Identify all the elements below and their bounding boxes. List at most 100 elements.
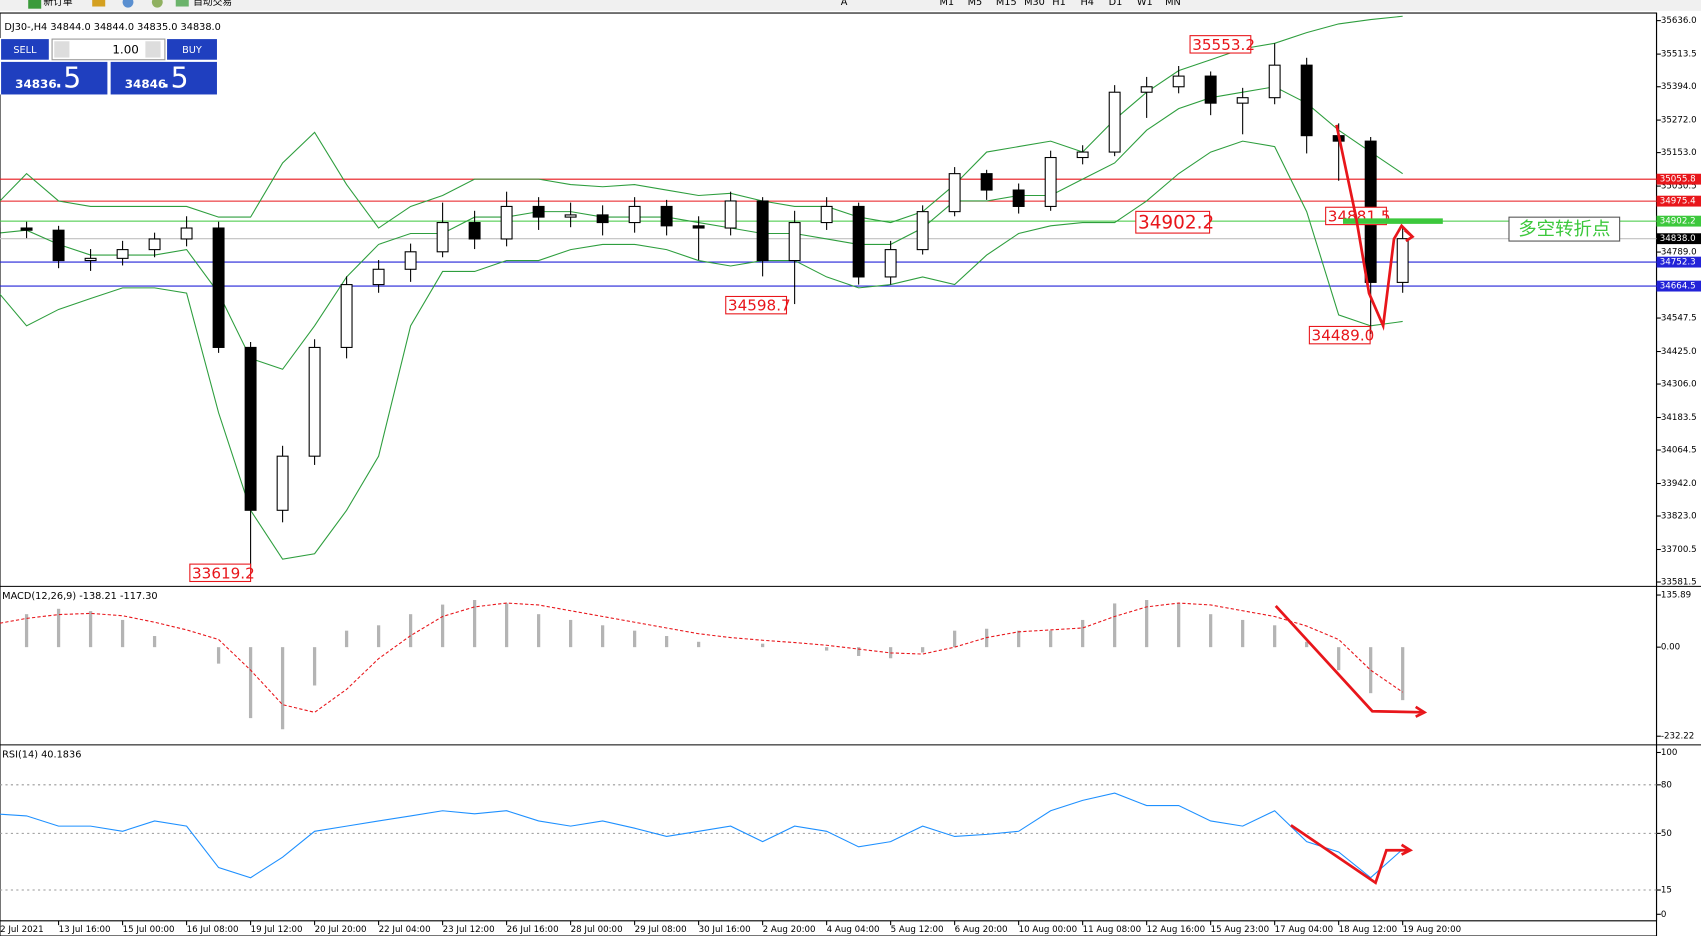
timeframe[interactable]: M30 (1024, 0, 1045, 8)
sell-pips[interactable]: .5 (54, 61, 81, 94)
level-label: 35055.8 (1660, 175, 1696, 185)
candle-body (628, 205, 641, 224)
y-tick-label: 135.89 (1661, 591, 1691, 601)
candle-body (1140, 86, 1153, 93)
candle-body (180, 227, 193, 240)
candle-body (404, 251, 417, 270)
icon[interactable] (175, 0, 189, 7)
buy-pips[interactable]: .5 (162, 61, 189, 94)
toolbar-item[interactable]: 自动交易 (193, 0, 232, 8)
price-annotation: 34902.2 (1138, 212, 1214, 233)
candle-body (372, 268, 385, 286)
y-tick-label: 15 (1661, 886, 1672, 896)
y-tick-label: 34789.0 (1661, 248, 1697, 258)
candle-body (244, 346, 257, 511)
timeframe[interactable]: M5 (968, 0, 983, 8)
icon[interactable] (122, 0, 134, 8)
timeframe[interactable]: H4 (1080, 0, 1094, 8)
toolbar-item[interactable]: A (841, 0, 848, 8)
y-tick-label: -232.22 (1661, 732, 1694, 742)
timeframe[interactable]: H1 (1052, 0, 1066, 8)
buy-price[interactable]: 34846 (125, 77, 166, 91)
x-tick-label: 18 Aug 12:00 (1339, 925, 1397, 935)
drawn-arrows (1274, 124, 1428, 885)
candle-body (1076, 151, 1089, 159)
price-annotation: 35553.2 (1192, 36, 1255, 54)
x-tick-label: 22 Jul 04:00 (379, 925, 431, 935)
buy-price-box[interactable] (110, 61, 217, 95)
lot-down[interactable] (54, 41, 70, 58)
level-tag (1656, 256, 1701, 268)
candle-body (660, 205, 673, 227)
candle-body (308, 346, 321, 457)
y-tick-label: 35030.5 (1661, 182, 1697, 192)
candle-body (724, 200, 737, 229)
candle-body (596, 214, 609, 224)
y-tick-label: 34306.0 (1661, 380, 1697, 390)
x-tick-label: 12 Jul 2021 (0, 925, 44, 935)
note-text: 多空转折点 (1518, 219, 1610, 240)
candle-body (20, 227, 33, 231)
y-tick-label: 35153.0 (1661, 148, 1697, 158)
icon[interactable] (92, 0, 106, 7)
rsi-pane: 100 80 50 15 0 (0, 748, 1677, 920)
candle-body (468, 222, 481, 240)
candle-body (1236, 97, 1249, 104)
y-tick-label: 33942.0 (1661, 479, 1697, 489)
arrow (1335, 124, 1414, 331)
signal-line (0, 602, 1403, 713)
candle-body (756, 200, 769, 262)
rsi-title: RSI(14) 40.1836 (2, 750, 81, 761)
y-tick-label: 0 (1661, 910, 1667, 920)
level-tag (1656, 215, 1701, 227)
timeframe[interactable]: D1 (1109, 0, 1123, 8)
timeframe[interactable]: MN (1165, 0, 1181, 8)
candle-body (1204, 75, 1217, 104)
rsi-line (0, 792, 1404, 879)
timeframe[interactable]: M1 (939, 0, 954, 8)
sell-price[interactable]: 34836 (15, 77, 56, 91)
sell-price-box[interactable] (1, 61, 108, 95)
icon[interactable] (151, 0, 163, 8)
candle-body (884, 249, 897, 278)
candle-body (1268, 64, 1281, 99)
lot-input[interactable] (51, 38, 166, 61)
candle-body (148, 238, 161, 251)
x-tick-label: 2 Aug 20:00 (763, 925, 816, 935)
x-tick-label: 6 Aug 20:00 (955, 925, 1008, 935)
x-tick-label: 30 Jul 16:00 (699, 925, 751, 935)
x-tick-label: 19 Jul 12:00 (251, 925, 303, 935)
bid-tag (1656, 233, 1701, 245)
x-tick-label: 11 Aug 08:00 (1083, 925, 1141, 935)
buy-button[interactable] (167, 39, 217, 60)
x-tick-label: 26 Jul 16:00 (507, 925, 559, 935)
level-label: 34902.2 (1660, 217, 1696, 227)
timeframe[interactable]: M15 (996, 0, 1017, 8)
level-tag (1656, 195, 1701, 207)
level-label: 34664.5 (1660, 282, 1696, 292)
y-tick-label: 35636.0 (1661, 16, 1697, 26)
toolbar-item[interactable]: 新订单 (43, 0, 72, 8)
x-tick-label: 29 Jul 08:00 (635, 925, 687, 935)
x-tick-label: 16 Jul 08:00 (187, 925, 239, 935)
candle-body (948, 173, 961, 213)
timeframe[interactable]: W1 (1137, 0, 1153, 8)
lot-value[interactable]: 1.00 (112, 42, 139, 56)
bid-label: 34838.0 (1660, 234, 1696, 244)
y-tick-label: 33581.5 (1661, 578, 1697, 588)
y-tick-label: 35272.0 (1661, 116, 1697, 126)
candle-body (692, 225, 705, 229)
candle-body (52, 229, 65, 262)
lot-up[interactable] (145, 41, 161, 58)
price-annotation: 34598.7 (728, 297, 791, 315)
price-annotation-box (189, 563, 252, 583)
x-tick-label: 20 Jul 20:00 (315, 925, 367, 935)
sell-button[interactable] (1, 39, 49, 60)
candle-body (1044, 156, 1057, 207)
sell-label[interactable]: SELL (13, 45, 37, 56)
buy-label[interactable]: BUY (182, 45, 202, 56)
level-tag (1656, 173, 1701, 185)
icon[interactable] (28, 0, 42, 9)
price-annotation-box (1135, 210, 1211, 234)
